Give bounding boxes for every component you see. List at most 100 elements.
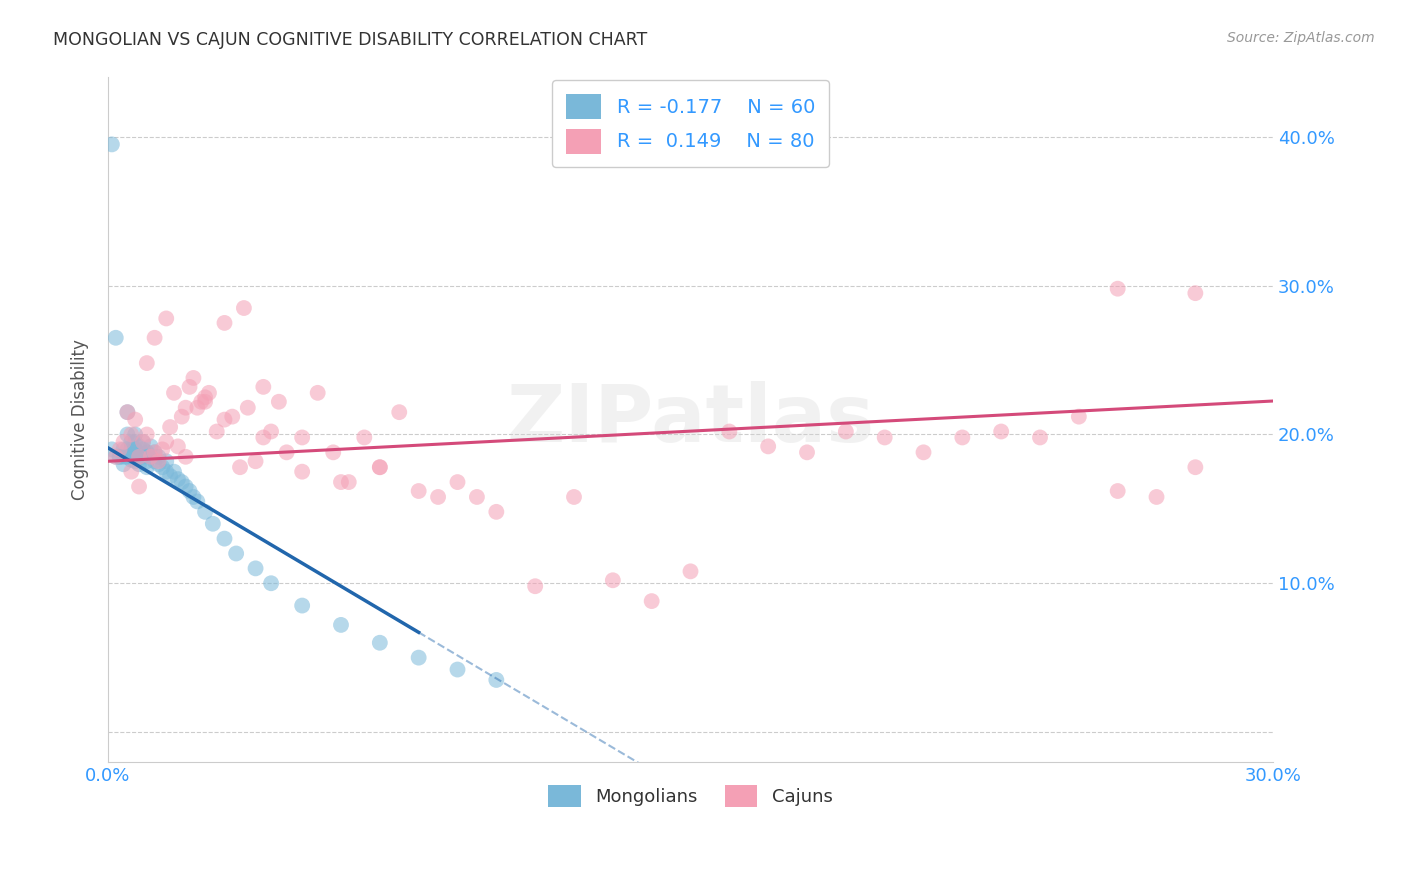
Point [291,465,314,479]
Point [139,450,162,464]
Point [796,445,818,459]
Point [112,442,135,457]
Point [108,442,131,457]
Point [148,450,170,464]
Point [1029,430,1052,444]
Point [194,390,217,404]
Point [117,427,139,442]
Point [276,445,298,459]
Point [291,599,314,613]
Point [112,434,135,449]
Text: MONGOLIAN VS CAJUN COGNITIVE DISABILITY CORRELATION CHART: MONGOLIAN VS CAJUN COGNITIVE DISABILITY … [53,31,648,49]
Point [174,450,197,464]
Point [201,516,224,531]
Point [198,385,221,400]
Point [174,479,197,493]
Point [950,430,973,444]
Point [368,460,391,475]
Point [562,490,585,504]
Point [117,450,139,464]
Point [252,380,274,394]
Point [132,434,155,449]
Point [260,425,283,439]
Point [124,434,146,449]
Point [330,475,353,489]
Legend: Mongolians, Cajuns: Mongolians, Cajuns [541,778,839,814]
Point [225,547,247,561]
Point [194,505,217,519]
Point [232,301,254,315]
Point [190,394,212,409]
Point [155,454,177,468]
Point [128,457,150,471]
Point [1067,409,1090,424]
Point [446,663,468,677]
Point [104,450,127,464]
Point [112,457,135,471]
Point [186,401,208,415]
Point [679,565,702,579]
Point [353,430,375,444]
Point [337,475,360,489]
Point [132,450,155,464]
Point [124,454,146,468]
Point [155,311,177,326]
Point [291,430,314,444]
Point [1184,286,1206,301]
Point [120,442,142,457]
Point [174,401,197,415]
Point [408,483,430,498]
Point [718,425,741,439]
Point [120,450,142,464]
Point [135,454,157,468]
Point [602,574,624,588]
Point [186,494,208,508]
Point [117,405,139,419]
Point [128,479,150,493]
Point [427,490,450,504]
Point [408,650,430,665]
Point [101,137,124,152]
Point [143,454,166,468]
Point [167,439,190,453]
Point [756,439,779,453]
Point [120,434,142,449]
Point [108,450,131,464]
Point [179,483,201,498]
Point [112,450,135,464]
Point [214,532,236,546]
Point [143,445,166,459]
Point [307,385,329,400]
Point [214,412,236,426]
Point [214,316,236,330]
Point [485,673,508,687]
Point [167,472,190,486]
Point [150,442,173,457]
Point [485,505,508,519]
Point [124,427,146,442]
Point [124,442,146,457]
Point [128,439,150,453]
Point [179,380,201,394]
Point [120,427,142,442]
Point [446,475,468,489]
Point [101,442,124,457]
Point [368,636,391,650]
Point [170,409,193,424]
Point [148,457,170,471]
Point [139,450,162,464]
Point [245,561,267,575]
Point [640,594,662,608]
Point [524,579,547,593]
Point [143,331,166,345]
Text: Source: ZipAtlas.com: Source: ZipAtlas.com [1227,31,1375,45]
Point [128,450,150,464]
Point [388,405,411,419]
Point [132,434,155,449]
Point [194,394,217,409]
Point [1146,490,1168,504]
Point [120,465,142,479]
Point [135,427,157,442]
Point [163,385,186,400]
Point [148,454,170,468]
